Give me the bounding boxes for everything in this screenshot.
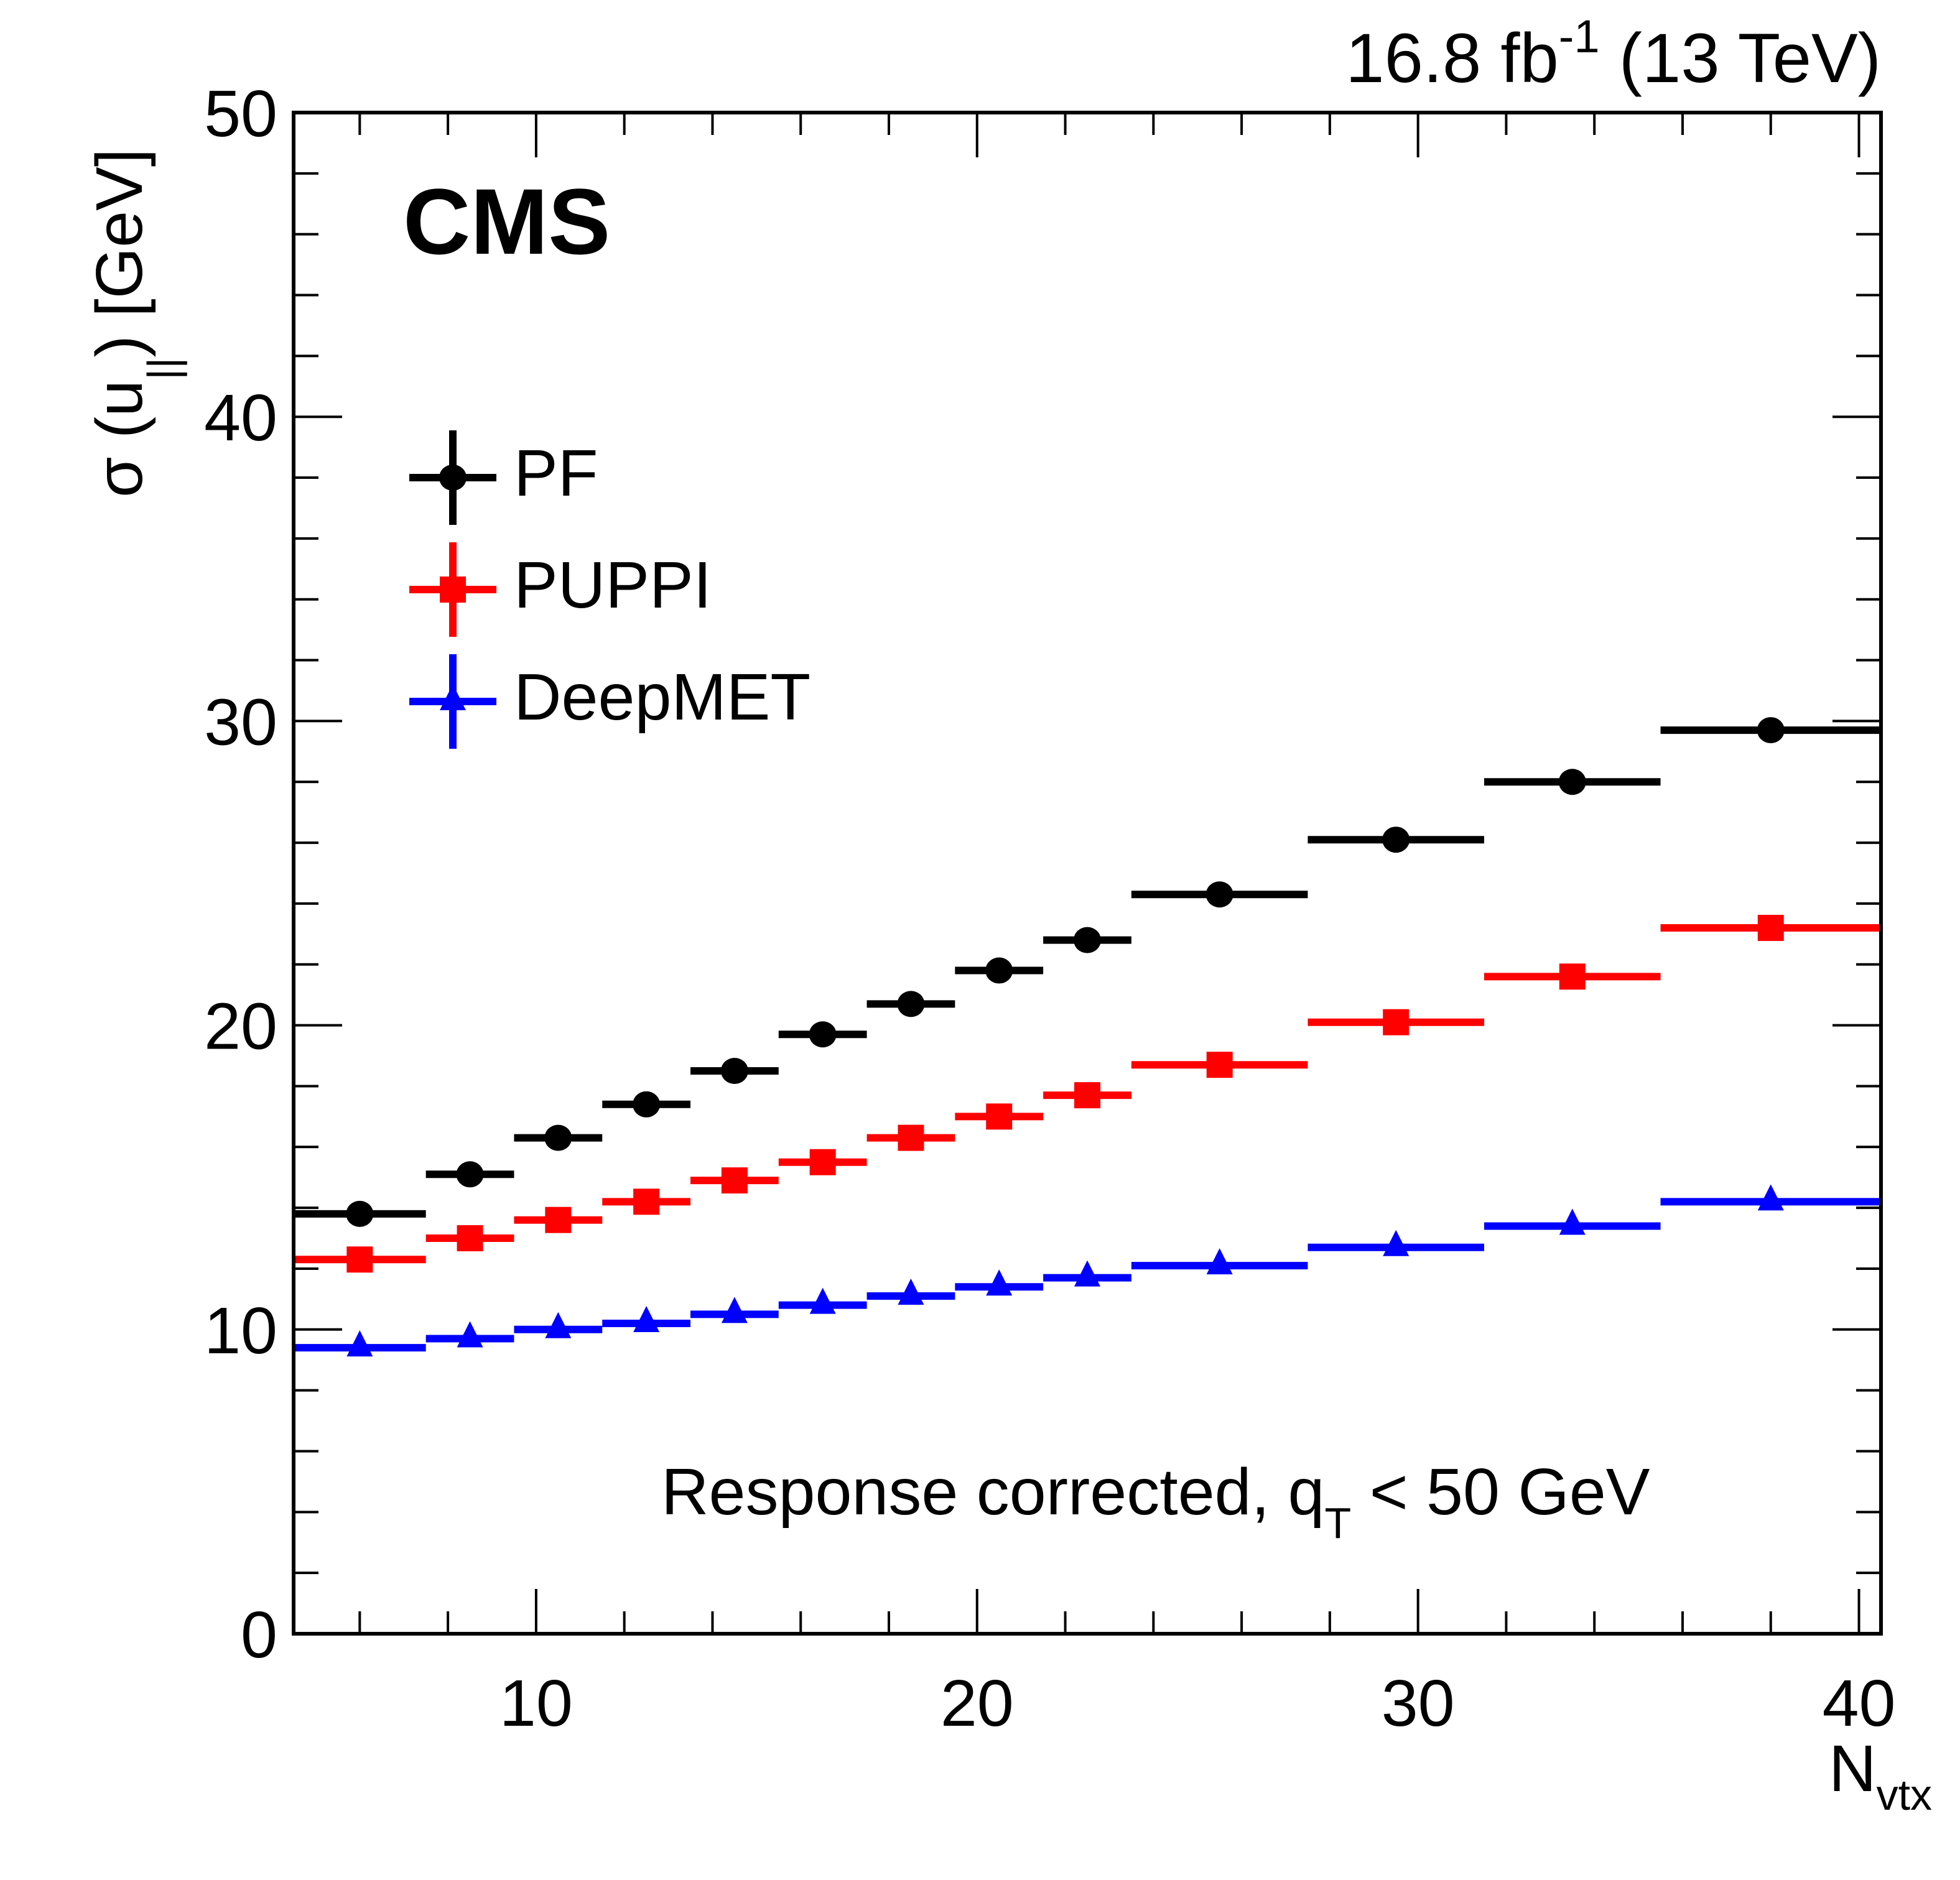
data-point [545, 1206, 572, 1233]
data-point [633, 1188, 660, 1215]
axis-ticks [294, 111, 1881, 1635]
lumi-exponent: -1 [1559, 11, 1600, 62]
legend-item-deepmet: DeepMET [409, 654, 810, 749]
data-point [809, 1149, 836, 1175]
plot-frame [292, 111, 1883, 1636]
data-point [720, 1057, 748, 1084]
data-point [898, 1124, 924, 1151]
data-point [633, 1306, 660, 1333]
data-point [457, 1321, 483, 1348]
data-point [346, 1200, 374, 1227]
legend-item-puppi: PUPPI [409, 542, 712, 637]
data-point [1383, 1009, 1410, 1035]
x-tick-label: 40 [1823, 1667, 1896, 1740]
legend-label-deepmet: DeepMET [514, 660, 810, 734]
x-tick-label: 20 [941, 1667, 1014, 1740]
series-pf [294, 717, 1881, 1227]
data-point [985, 957, 1013, 984]
data-point [1559, 1208, 1586, 1235]
data-point [544, 1124, 572, 1151]
series-puppi [294, 915, 1881, 1273]
data-point [1383, 1229, 1410, 1256]
lumi-value: 16.8 [1345, 19, 1481, 97]
data-series [294, 717, 1881, 1357]
data-point [545, 1312, 572, 1338]
data-point [1382, 827, 1410, 853]
series-deepmet [294, 1184, 1881, 1357]
y-tick-label: 0 [241, 1598, 277, 1672]
data-point [633, 1091, 661, 1118]
data-point [1757, 1184, 1784, 1211]
data-point [897, 991, 925, 1017]
x-axis-label: Nvtx [1829, 1732, 1932, 1819]
legend: PF PUPPI DeepMET [409, 430, 810, 749]
annotation-suffix: < 50 GeV [1351, 1455, 1650, 1529]
data-point [1074, 1082, 1100, 1109]
selection-annotation: Response corrected, qT < 50 GeV [661, 1455, 1650, 1547]
data-point [456, 1161, 484, 1188]
data-point [1558, 769, 1586, 795]
y-tick-label: 50 [204, 77, 277, 150]
data-point [1074, 1260, 1100, 1287]
axis-tick-labels: 10 20 30 40 0 10 20 30 40 50 [204, 77, 1895, 1740]
legend-label-puppi: PUPPI [514, 549, 712, 622]
y-axis-label-sub: || [139, 358, 187, 380]
y-tick-label: 10 [204, 1294, 277, 1368]
data-point [1757, 717, 1785, 744]
data-point [1757, 915, 1784, 942]
y-axis-label-prefix: σ (u [83, 380, 156, 498]
legend-item-pf: PF [409, 430, 598, 525]
legend-symbol [439, 465, 467, 491]
legend-marker-pf [409, 430, 496, 525]
data-point [721, 1167, 748, 1194]
experiment-label: CMS [403, 169, 610, 274]
data-point [1206, 1052, 1233, 1078]
data-point [346, 1330, 373, 1357]
x-tick-label: 10 [499, 1667, 573, 1740]
legend-marker-deepmet [409, 654, 496, 749]
legend-marker-puppi [409, 542, 496, 637]
data-point [346, 1246, 373, 1273]
data-point [986, 1103, 1013, 1130]
data-point [721, 1297, 748, 1323]
data-point [986, 1269, 1013, 1296]
data-point [1205, 881, 1233, 908]
data-point [1074, 927, 1101, 953]
x-axis-label-main: N [1829, 1732, 1877, 1805]
data-point [1559, 963, 1586, 990]
y-tick-label: 30 [204, 685, 277, 759]
legend-label-pf: PF [514, 437, 598, 510]
lumi-label: 16.8 fb-1 (13 TeV) [1345, 11, 1881, 97]
y-axis-label-suffix: ) [GeV] [83, 149, 156, 358]
y-tick-label: 40 [204, 381, 277, 455]
y-tick-label: 20 [204, 990, 277, 1063]
lumi-unit: fb [1500, 19, 1558, 97]
legend-symbol [440, 684, 466, 710]
y-axis-label: σ (u||) [GeV] [83, 149, 187, 498]
data-point [898, 1278, 924, 1305]
annotation-main: Response corrected, q [661, 1455, 1324, 1529]
legend-symbol [440, 577, 466, 603]
x-tick-label: 30 [1382, 1667, 1455, 1740]
annotation-sub: T [1324, 1499, 1351, 1547]
data-point [809, 1287, 836, 1314]
data-point [1206, 1248, 1233, 1275]
data-point [809, 1021, 837, 1048]
x-axis-label-sub: vtx [1877, 1771, 1932, 1819]
lumi-energy: (13 TeV) [1619, 19, 1881, 97]
data-point [457, 1225, 483, 1252]
